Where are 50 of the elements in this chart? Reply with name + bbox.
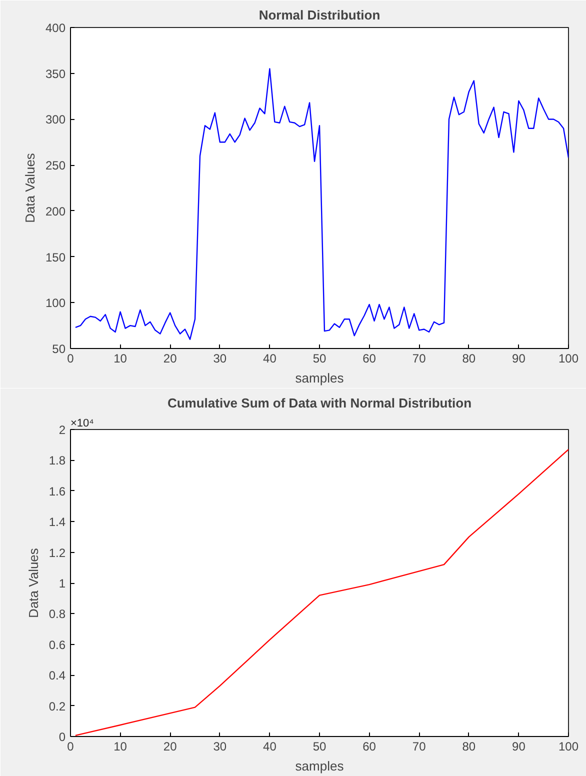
y-tick-label: 2 (58, 423, 66, 437)
x-tick-label: 80 (462, 352, 476, 366)
x-tick-label: 90 (512, 352, 526, 366)
x-tick-label: 90 (512, 740, 526, 754)
y-tick-label: 0.6 (48, 638, 66, 652)
y-tick-label: 1.4 (48, 515, 66, 530)
x-axis-title: samples (295, 758, 344, 774)
x-tick-label: 0 (67, 740, 74, 754)
x-tick-label: 50 (312, 352, 326, 366)
x-tick-label: 10 (114, 740, 128, 754)
x-tick-label: 100 (558, 740, 579, 754)
x-tick-label: 60 (362, 740, 376, 754)
x-tick-label: 20 (163, 352, 178, 366)
y-axis-title: Data Values (22, 152, 38, 223)
y-tick-label: 0 (58, 730, 66, 744)
y-tick-label: 350 (45, 66, 66, 81)
x-tick-label: 20 (163, 740, 178, 754)
chart-title: Normal Distribution (258, 8, 380, 22)
y-tick-label: 1 (58, 576, 66, 590)
x-tick-label: 10 (114, 352, 128, 366)
y-tick-label: 200 (45, 204, 66, 218)
x-tick-label: 0 (67, 352, 74, 366)
y-tick-label: 250 (45, 158, 66, 173)
y-tick-label: 50 (52, 342, 66, 356)
y-tick-label: 1.2 (48, 546, 66, 560)
y-tick-label: 150 (45, 250, 66, 264)
x-tick-label: 60 (362, 352, 376, 366)
x-tick-label: 80 (462, 740, 476, 754)
y-tick-label: 1.6 (48, 484, 66, 498)
x-tick-label: 40 (263, 740, 277, 754)
x-tick-label: 40 (263, 352, 277, 366)
x-tick-label: 70 (412, 352, 426, 366)
x-tick-label: 100 (558, 352, 579, 366)
y-tick-label: 0.8 (48, 607, 66, 622)
x-tick-label: 50 (312, 740, 326, 754)
x-tick-label: 30 (213, 740, 227, 754)
y-tick-label: 1.8 (48, 454, 66, 468)
y-tick-label: 0.4 (48, 668, 66, 683)
text: ×10⁴ (70, 418, 94, 430)
y-axis-title: Data Values (26, 548, 41, 618)
x-tick-label: 30 (213, 352, 227, 366)
chart-title: Cumulative Sum of Data with Normal Distribution (167, 396, 472, 410)
y-tick-label: 300 (45, 112, 66, 127)
x-axis-title: samples (295, 370, 344, 386)
y-tick-label: 400 (45, 21, 66, 35)
x-tick-label: 70 (412, 740, 426, 754)
line-series (74, 68, 568, 340)
y-tick-label: 100 (45, 296, 66, 310)
line-series (74, 448, 568, 736)
y-tick-label: 0.2 (48, 699, 66, 714)
